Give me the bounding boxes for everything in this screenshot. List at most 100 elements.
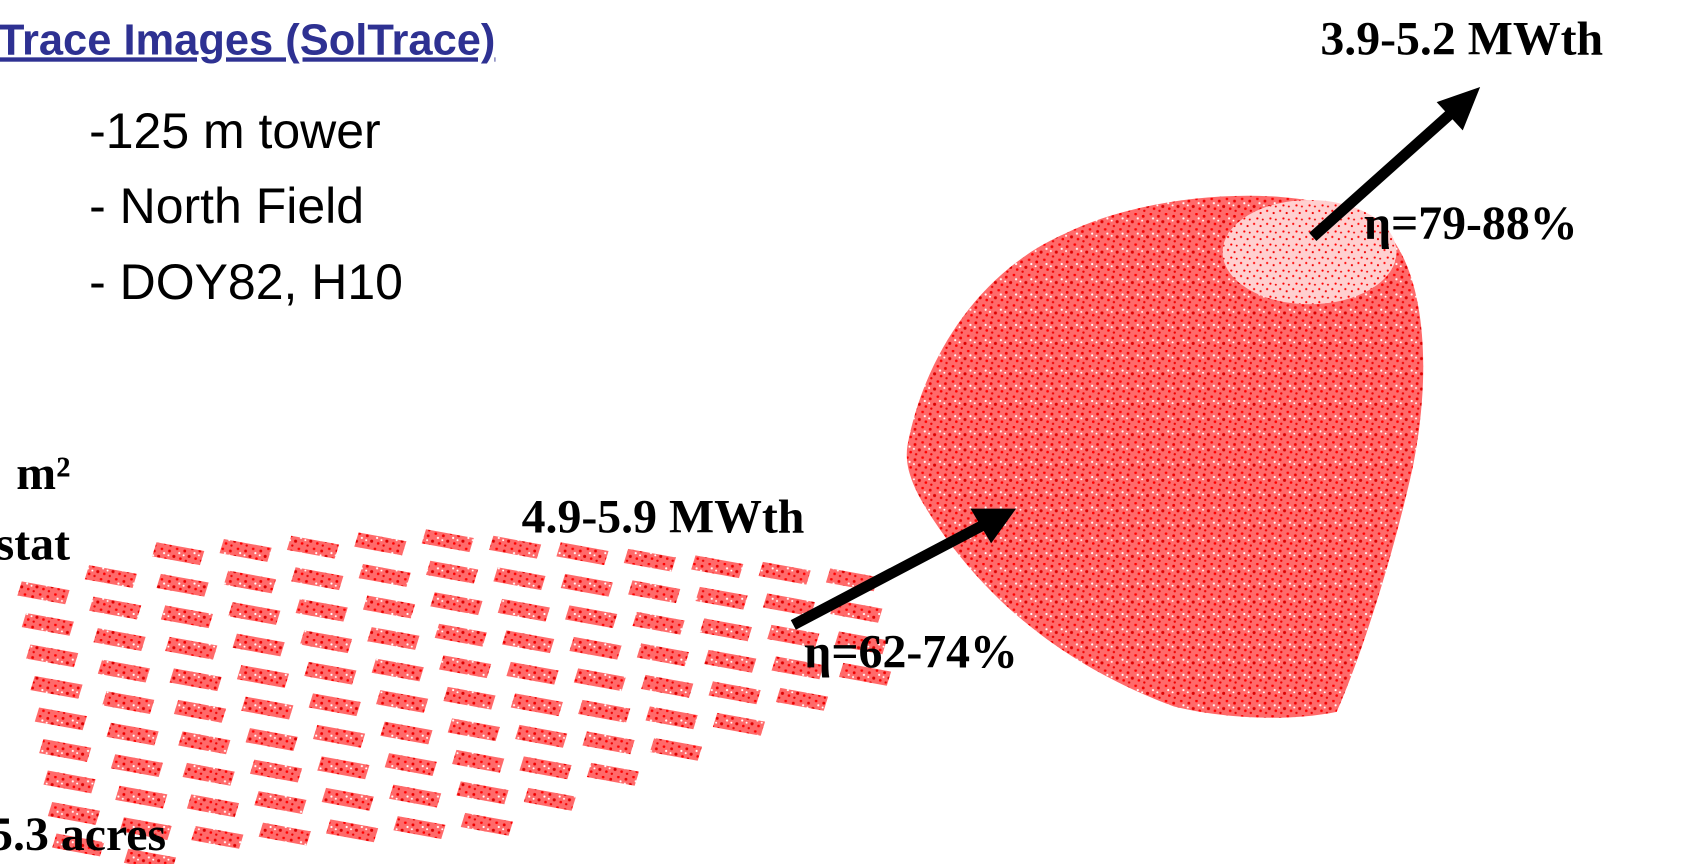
heliostat — [834, 631, 887, 655]
heliostat — [219, 539, 272, 562]
heliostat — [515, 724, 568, 748]
heliostat — [830, 599, 883, 623]
heliostat — [632, 611, 685, 635]
heliostat — [26, 644, 79, 668]
heliostat — [560, 573, 613, 597]
heliostat — [556, 542, 609, 566]
heliostat — [393, 816, 446, 839]
bullet: - North Field — [89, 178, 364, 234]
power-label: 4.9-5.9 MWth — [522, 491, 805, 544]
heliostat — [367, 627, 420, 650]
heliostat — [119, 817, 172, 841]
heliostat — [645, 706, 698, 730]
heliostat — [173, 699, 227, 723]
heliostat — [649, 737, 703, 761]
heliostat — [565, 605, 618, 629]
heliostat — [89, 596, 142, 620]
heliostat — [17, 581, 70, 605]
heliostat — [178, 731, 231, 755]
heliostat — [578, 699, 631, 723]
heliostat — [312, 724, 366, 748]
heliostat — [497, 598, 550, 622]
heliostat — [376, 690, 429, 713]
heliostat — [21, 612, 74, 636]
heliostat — [426, 560, 479, 584]
heliostat — [39, 739, 92, 762]
heliostat — [775, 687, 829, 711]
heliostat — [295, 598, 348, 622]
heliostat — [708, 681, 761, 705]
heliostat — [254, 791, 307, 814]
slide-title: Trace Images (SolTrace) — [0, 16, 495, 64]
field-area: m² — [16, 447, 70, 500]
heliostat — [641, 674, 694, 698]
arrow — [790, 508, 1017, 630]
heliostat — [358, 564, 411, 587]
heliostat — [321, 787, 374, 811]
heliostat — [169, 668, 222, 692]
heliostat — [223, 570, 277, 594]
heliostat — [43, 770, 96, 794]
heliostat — [506, 661, 559, 685]
heliostat — [354, 532, 407, 556]
heliostat — [249, 759, 303, 783]
heliostat — [245, 728, 298, 751]
heliostat — [371, 658, 424, 682]
heliostat — [165, 636, 218, 660]
heliostat — [191, 825, 244, 849]
heliostat — [758, 561, 811, 585]
heliostat — [704, 649, 757, 673]
bullet: - DOY82, H10 — [89, 254, 403, 310]
heliostat — [291, 567, 344, 591]
heliostat — [30, 675, 83, 699]
heliostat — [156, 573, 209, 597]
heliostat — [586, 762, 639, 786]
heliostat — [447, 718, 500, 742]
heliostat — [573, 668, 626, 692]
heliostat — [258, 822, 311, 846]
heliostat — [241, 696, 294, 720]
heliostat — [838, 662, 892, 686]
field-label: stat — [0, 518, 70, 571]
heliostat — [452, 749, 505, 773]
power-label: 3.9-5.2 MWth — [1320, 12, 1603, 65]
heliostat — [93, 628, 146, 651]
heliostat — [97, 659, 150, 683]
heliostat — [152, 542, 205, 566]
heliostat — [712, 712, 766, 736]
heliostat — [106, 722, 159, 746]
heliostat — [236, 665, 290, 688]
receiver — [906, 195, 1424, 718]
heliostat — [110, 754, 164, 778]
heliostat — [762, 593, 816, 617]
heliostat — [186, 794, 240, 818]
heliostat — [519, 756, 572, 780]
heliostat — [699, 618, 753, 642]
heliostat — [569, 636, 622, 660]
arrow — [1309, 86, 1481, 241]
heliostat — [691, 555, 744, 579]
heliostat — [502, 630, 555, 654]
heliostat — [228, 602, 281, 625]
heliostat — [628, 580, 681, 604]
heliostat — [510, 693, 563, 717]
heliostat-field — [17, 529, 892, 864]
heliostat — [47, 802, 100, 825]
heliostat — [123, 848, 177, 864]
heliostat — [443, 686, 496, 710]
heliostat — [582, 731, 635, 755]
heliostat — [389, 784, 442, 808]
heliostat — [636, 643, 689, 667]
heliostat — [384, 753, 437, 776]
heliostat — [523, 787, 576, 811]
heliostat — [84, 565, 137, 588]
heliostat — [52, 833, 105, 857]
heliostat — [34, 707, 87, 731]
heliostat — [326, 819, 379, 843]
heliostat — [308, 693, 361, 717]
heliostat — [317, 756, 370, 780]
efficiency-label: η=79-88% — [1364, 197, 1578, 250]
heliostat — [286, 535, 340, 559]
heliostat — [489, 535, 542, 559]
